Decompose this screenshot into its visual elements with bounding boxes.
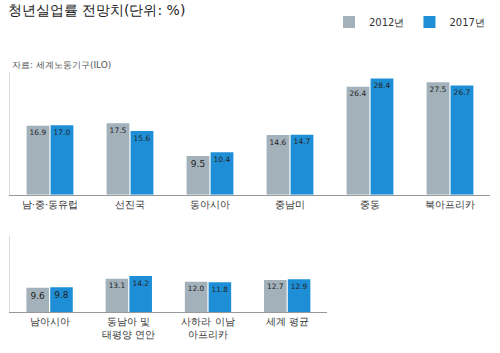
svg-text:선진국: 선진국 <box>115 199 145 210</box>
svg-text:2012년: 2012년 <box>369 17 404 28</box>
svg-text:12.7: 12.7 <box>267 282 284 291</box>
svg-text:14.7: 14.7 <box>294 137 311 146</box>
svg-text:중남미: 중남미 <box>275 199 305 210</box>
svg-text:16.9: 16.9 <box>30 128 47 137</box>
svg-text:남·중·동유럽: 남·중·동유럽 <box>22 199 78 210</box>
svg-text:2017년: 2017년 <box>449 17 484 28</box>
svg-text:14.2: 14.2 <box>132 279 149 288</box>
svg-text:13.1: 13.1 <box>109 281 126 290</box>
svg-text:9.6: 9.6 <box>30 291 45 301</box>
svg-text:26.4: 26.4 <box>350 89 367 98</box>
svg-text:남아시아: 남아시아 <box>30 316 70 327</box>
svg-text:28.4: 28.4 <box>374 81 391 90</box>
svg-text:14.6: 14.6 <box>270 138 287 147</box>
svg-text:세계 평균: 세계 평균 <box>266 316 309 327</box>
svg-text:청년실업률 전망치(단위: %): 청년실업률 전망치(단위: %) <box>8 2 186 18</box>
svg-text:자료: 세계노동기구(ILO): 자료: 세계노동기구(ILO) <box>12 60 111 70</box>
svg-text:동남아 및태평양 연안: 동남아 및태평양 연안 <box>102 316 155 340</box>
svg-text:15.6: 15.6 <box>134 134 151 143</box>
svg-text:10.4: 10.4 <box>214 155 231 164</box>
svg-text:중동: 중동 <box>360 199 380 210</box>
svg-text:12.0: 12.0 <box>188 284 205 293</box>
svg-text:26.7: 26.7 <box>454 88 471 97</box>
svg-text:17.0: 17.0 <box>54 128 71 137</box>
svg-text:11.8: 11.8 <box>212 285 229 294</box>
svg-text:9.5: 9.5 <box>191 159 205 169</box>
svg-text:9.8: 9.8 <box>54 290 69 300</box>
svg-text:27.5: 27.5 <box>430 85 447 94</box>
svg-text:12.9: 12.9 <box>291 282 308 291</box>
svg-text:사하라 이남아프리카: 사하라 이남아프리카 <box>181 316 234 340</box>
svg-text:동아시아: 동아시아 <box>190 199 230 210</box>
svg-text:17.5: 17.5 <box>110 126 127 135</box>
svg-text:북아프리카: 북아프리카 <box>425 199 475 210</box>
